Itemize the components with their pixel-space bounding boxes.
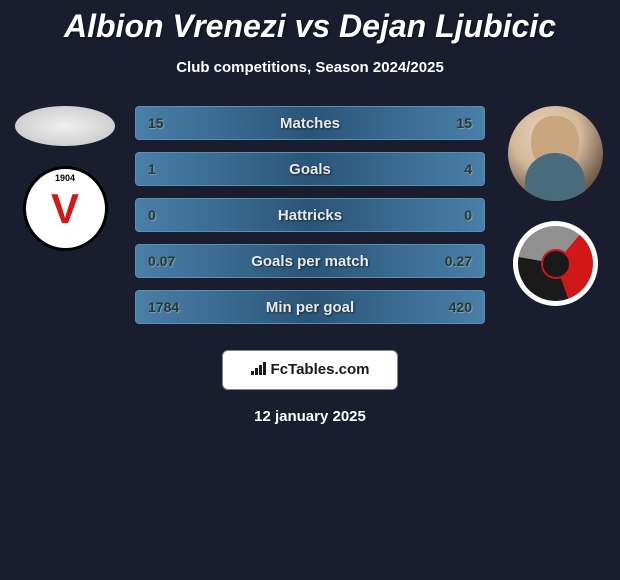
stat-label: Hattricks bbox=[278, 207, 342, 224]
stats-table: 15 Matches 15 1 Goals 4 0 Hattricks 0 0.… bbox=[135, 106, 485, 336]
stat-left-value: 0 bbox=[148, 207, 188, 223]
stat-row-min-per-goal: 1784 Min per goal 420 bbox=[135, 290, 485, 324]
stat-left-value: 15 bbox=[148, 115, 188, 131]
stat-row-goals: 1 Goals 4 bbox=[135, 152, 485, 186]
left-player-silhouette bbox=[15, 106, 115, 146]
stat-label: Matches bbox=[280, 115, 340, 132]
stat-left-value: 1 bbox=[148, 161, 188, 177]
page-title: Albion Vrenezi vs Dejan Ljubicic bbox=[0, 0, 620, 45]
stat-row-goals-per-match: 0.07 Goals per match 0.27 bbox=[135, 244, 485, 278]
chart-icon bbox=[251, 361, 267, 379]
stat-right-value: 15 bbox=[432, 115, 472, 131]
right-club-badge bbox=[513, 221, 598, 306]
right-player-photo bbox=[508, 106, 603, 201]
fctables-logo: FcTables.com bbox=[222, 350, 399, 390]
comparison-panel: 15 Matches 15 1 Goals 4 0 Hattricks 0 0.… bbox=[0, 106, 620, 336]
subtitle: Club competitions, Season 2024/2025 bbox=[0, 59, 620, 76]
right-player-column bbox=[500, 106, 610, 306]
stat-label: Goals bbox=[289, 161, 331, 178]
left-club-badge bbox=[23, 166, 108, 251]
stat-row-hattricks: 0 Hattricks 0 bbox=[135, 198, 485, 232]
logo-text: FcTables.com bbox=[271, 361, 370, 378]
stat-right-value: 420 bbox=[432, 299, 472, 315]
comparison-infographic: Albion Vrenezi vs Dejan Ljubicic Club co… bbox=[0, 0, 620, 580]
stat-right-value: 0 bbox=[432, 207, 472, 223]
stat-right-value: 0.27 bbox=[432, 253, 472, 269]
stat-row-matches: 15 Matches 15 bbox=[135, 106, 485, 140]
footer-logo-row: FcTables.com bbox=[0, 350, 620, 390]
stat-left-value: 1784 bbox=[148, 299, 188, 315]
stat-label: Goals per match bbox=[251, 253, 369, 270]
stat-label: Min per goal bbox=[266, 299, 354, 316]
stat-right-value: 4 bbox=[432, 161, 472, 177]
date-label: 12 january 2025 bbox=[0, 408, 620, 425]
left-player-column bbox=[10, 106, 120, 251]
stat-left-value: 0.07 bbox=[148, 253, 188, 269]
